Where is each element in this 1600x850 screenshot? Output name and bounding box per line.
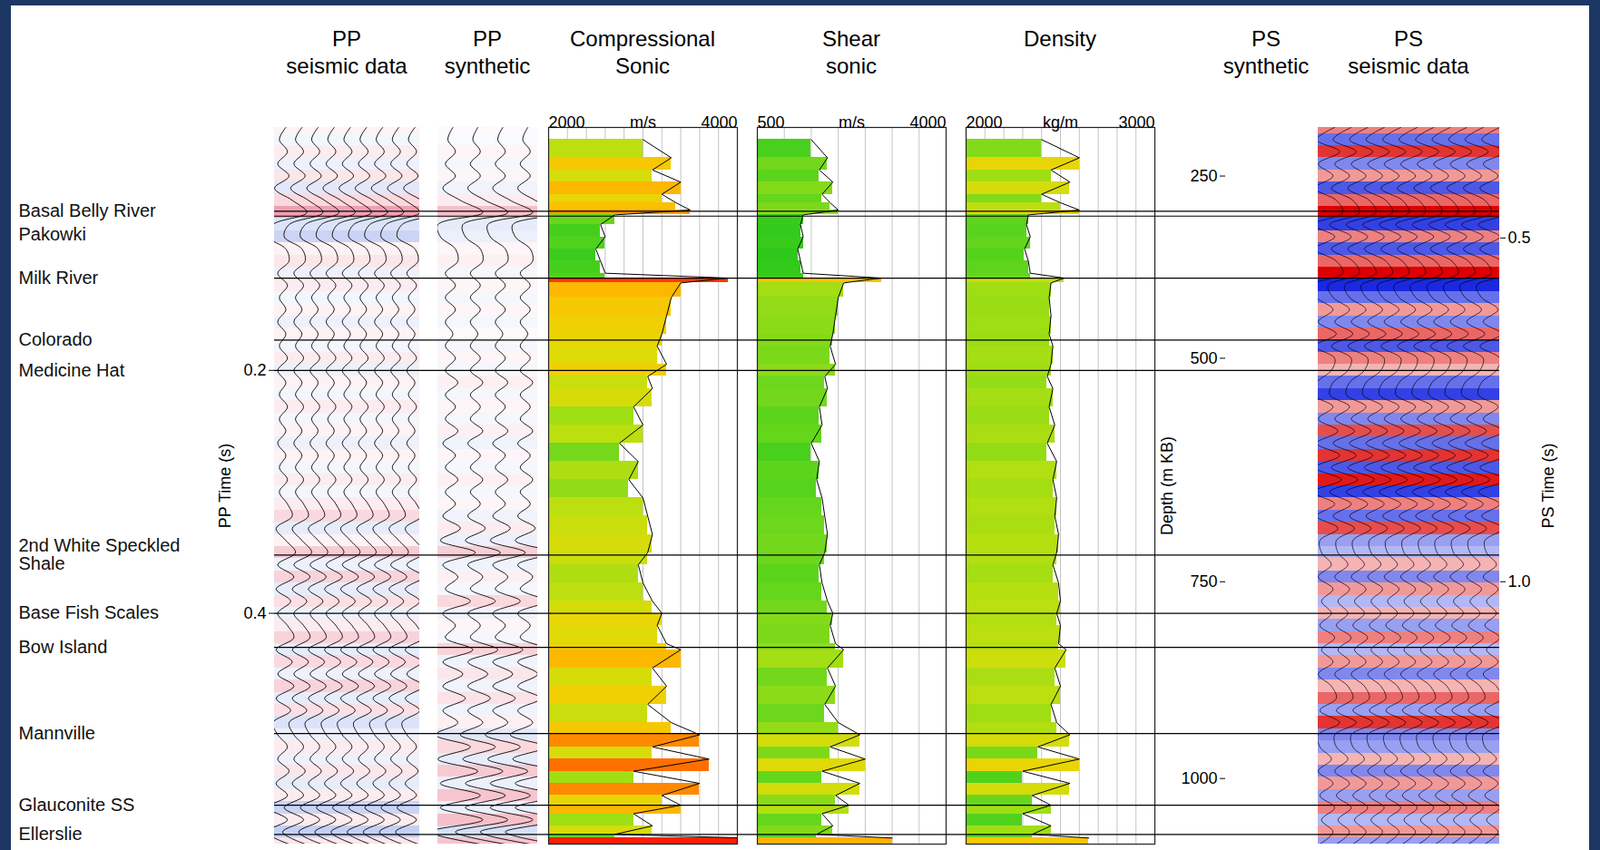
svg-text:750: 750 [1189, 572, 1218, 591]
svg-text:500: 500 [757, 113, 786, 132]
svg-text:2nd White SpeckledShale: 2nd White SpeckledShale [19, 535, 181, 574]
svg-text:Depth (m KB): Depth (m KB) [1158, 436, 1177, 536]
html-text:PS: PS [1393, 26, 1424, 51]
svg-text:Mannville: Mannville [19, 723, 96, 744]
html-text:seismic data: seismic data [286, 53, 408, 79]
svg-text:4000: 4000 [700, 113, 737, 132]
html-text:Density: Density [1023, 26, 1097, 51]
svg-text:PS Time (s): PS Time (s) [1539, 442, 1558, 529]
svg-text:1.0: 1.0 [1508, 572, 1532, 591]
html-text:PP: PP [332, 26, 362, 51]
svg-text:2000: 2000 [549, 113, 586, 132]
html-text:Shear: Shear [822, 26, 881, 51]
svg-text:3000: 3000 [1118, 113, 1155, 132]
svg-text:250: 250 [1189, 166, 1218, 186]
svg-text:PP Time (s): PP Time (s) [215, 443, 235, 530]
svg-text:0.5: 0.5 [1508, 228, 1532, 247]
html-text:synthetic: synthetic [1223, 53, 1310, 79]
html-text:seismic data: seismic data [1347, 53, 1470, 79]
svg-text:m/s: m/s [629, 113, 657, 132]
svg-text:4000: 4000 [909, 113, 946, 132]
html-text:PP: PP [472, 26, 502, 51]
svg-text:Ellerslie: Ellerslie [19, 824, 83, 845]
svg-text:0.4: 0.4 [243, 604, 266, 623]
svg-text:Medicine Hat: Medicine Hat [19, 360, 126, 381]
svg-text:Glauconite SS: Glauconite SS [19, 795, 136, 815]
html-text:PS: PS [1251, 26, 1281, 51]
svg-text:Basal Belly River: Basal Belly River [19, 200, 158, 221]
html-text:sonic: sonic [825, 53, 877, 79]
html-text:Sonic: Sonic [615, 53, 670, 79]
svg-text:Bow Island: Bow Island [19, 637, 108, 658]
svg-text:Colorado: Colorado [19, 329, 93, 350]
html-text:Compressional: Compressional [569, 26, 716, 51]
svg-text:Pakowki: Pakowki [19, 224, 87, 245]
svg-text:kg/m: kg/m [1042, 113, 1079, 132]
svg-text:0.2: 0.2 [243, 361, 266, 380]
svg-text:1000: 1000 [1180, 769, 1218, 788]
svg-text:Milk River: Milk River [19, 267, 99, 288]
svg-text:500: 500 [1189, 349, 1218, 368]
html-text:synthetic: synthetic [444, 53, 531, 79]
svg-text:2000: 2000 [966, 113, 1003, 132]
svg-text:m/s: m/s [838, 113, 865, 132]
svg-text:Base Fish Scales: Base Fish Scales [19, 602, 160, 623]
